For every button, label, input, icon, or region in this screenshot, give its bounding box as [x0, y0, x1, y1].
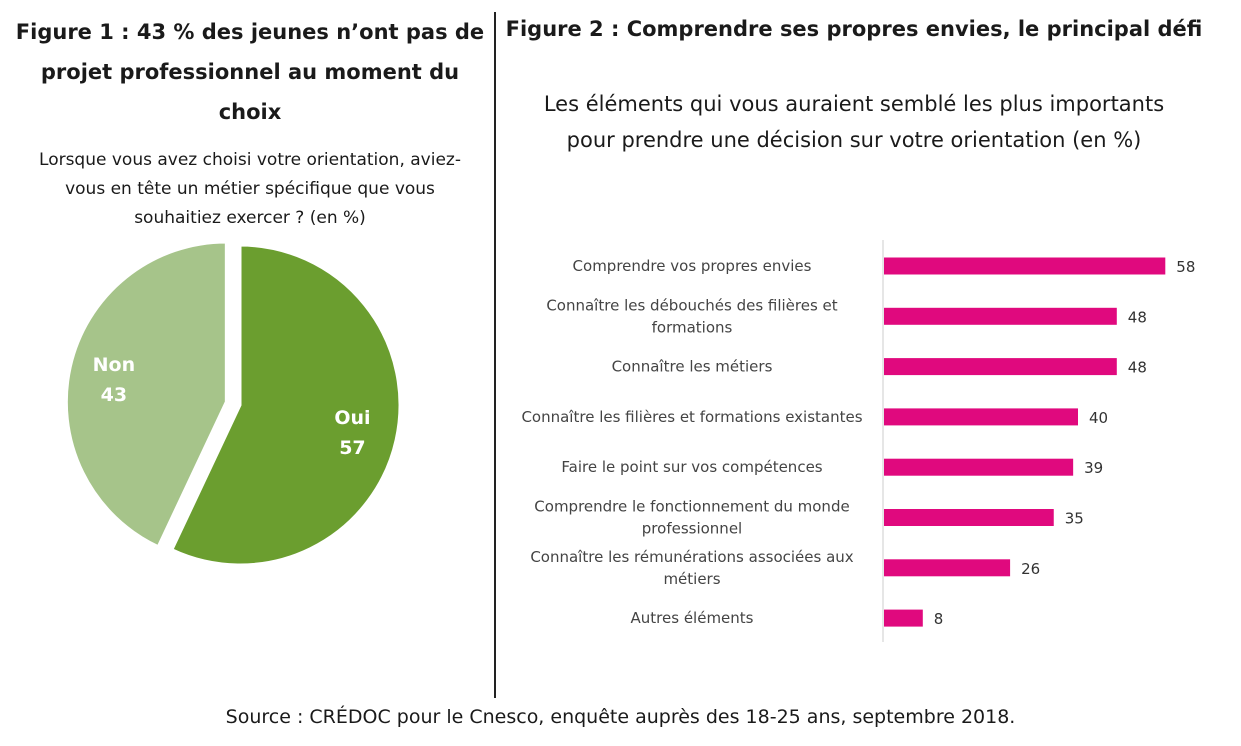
bar-category-label: Connaître les filières et formations exi… [521, 408, 862, 426]
bar-4 [884, 458, 1074, 476]
bar-3 [884, 408, 1078, 426]
bar-2 [884, 358, 1117, 376]
pie-chart: Oui 57 Non 43 [64, 240, 402, 567]
pie-label-oui: Oui [334, 407, 370, 429]
bar-value-label: 58 [1176, 258, 1195, 276]
bar-value-label: 8 [934, 610, 944, 628]
figure2-title: Figure 2 : Comprendre ses propres envies… [505, 17, 1203, 41]
pie-slice-oui [169, 243, 402, 567]
bar-value-label: 35 [1065, 510, 1084, 528]
bar-category-label: Connaître les rémunérations associées au… [530, 548, 853, 588]
bar-1 [884, 307, 1117, 325]
bar-category-label: Comprendre vos propres envies [573, 257, 812, 275]
bar-6 [884, 559, 1011, 577]
bar-category-label: Comprendre le fonctionnement du monde pro… [534, 498, 849, 538]
bar-value-label: 39 [1084, 459, 1103, 477]
pie-label-non: Non [93, 354, 135, 376]
bar-0 [884, 257, 1166, 275]
bar-category-label: Autres éléments [631, 609, 754, 627]
bar-5 [884, 509, 1054, 526]
figure2-panel: Figure 2 : Comprendre ses propres envies… [497, 0, 1241, 700]
panel-divider [494, 12, 496, 698]
pie-value-oui: 57 [339, 437, 365, 459]
figure1-title: Figure 1 : 43 % des jeunes n’ont pas de … [15, 20, 485, 124]
pie-slice-non [64, 240, 228, 549]
bar-value-label: 48 [1128, 359, 1147, 377]
bar-chart: 58 Comprendre vos propres envies 48 Connaît… [521, 240, 1195, 642]
bar-value-label: 26 [1021, 560, 1040, 578]
pie-value-non: 43 [101, 384, 127, 406]
bar-7 [884, 609, 923, 627]
bar-category-label: Connaître les débouchés des filières et f… [546, 296, 837, 336]
bar-category-label: Connaître les métiers [612, 358, 773, 376]
figure1-panel: Figure 1 : 43 % des jeunes n’ont pas de … [0, 0, 495, 700]
source-note: Source : CRÉDOC pour le Cnesco, enquête … [225, 706, 1016, 728]
bar-value-label: 48 [1128, 308, 1147, 326]
figure1-subtitle: Lorsque vous avez choisi votre orientati… [39, 150, 461, 228]
bar-category-label: Faire le point sur vos compétences [561, 458, 822, 476]
bar-value-label: 40 [1089, 409, 1108, 427]
figure2-subtitle: Les éléments qui vous auraient semblé le… [543, 92, 1165, 152]
